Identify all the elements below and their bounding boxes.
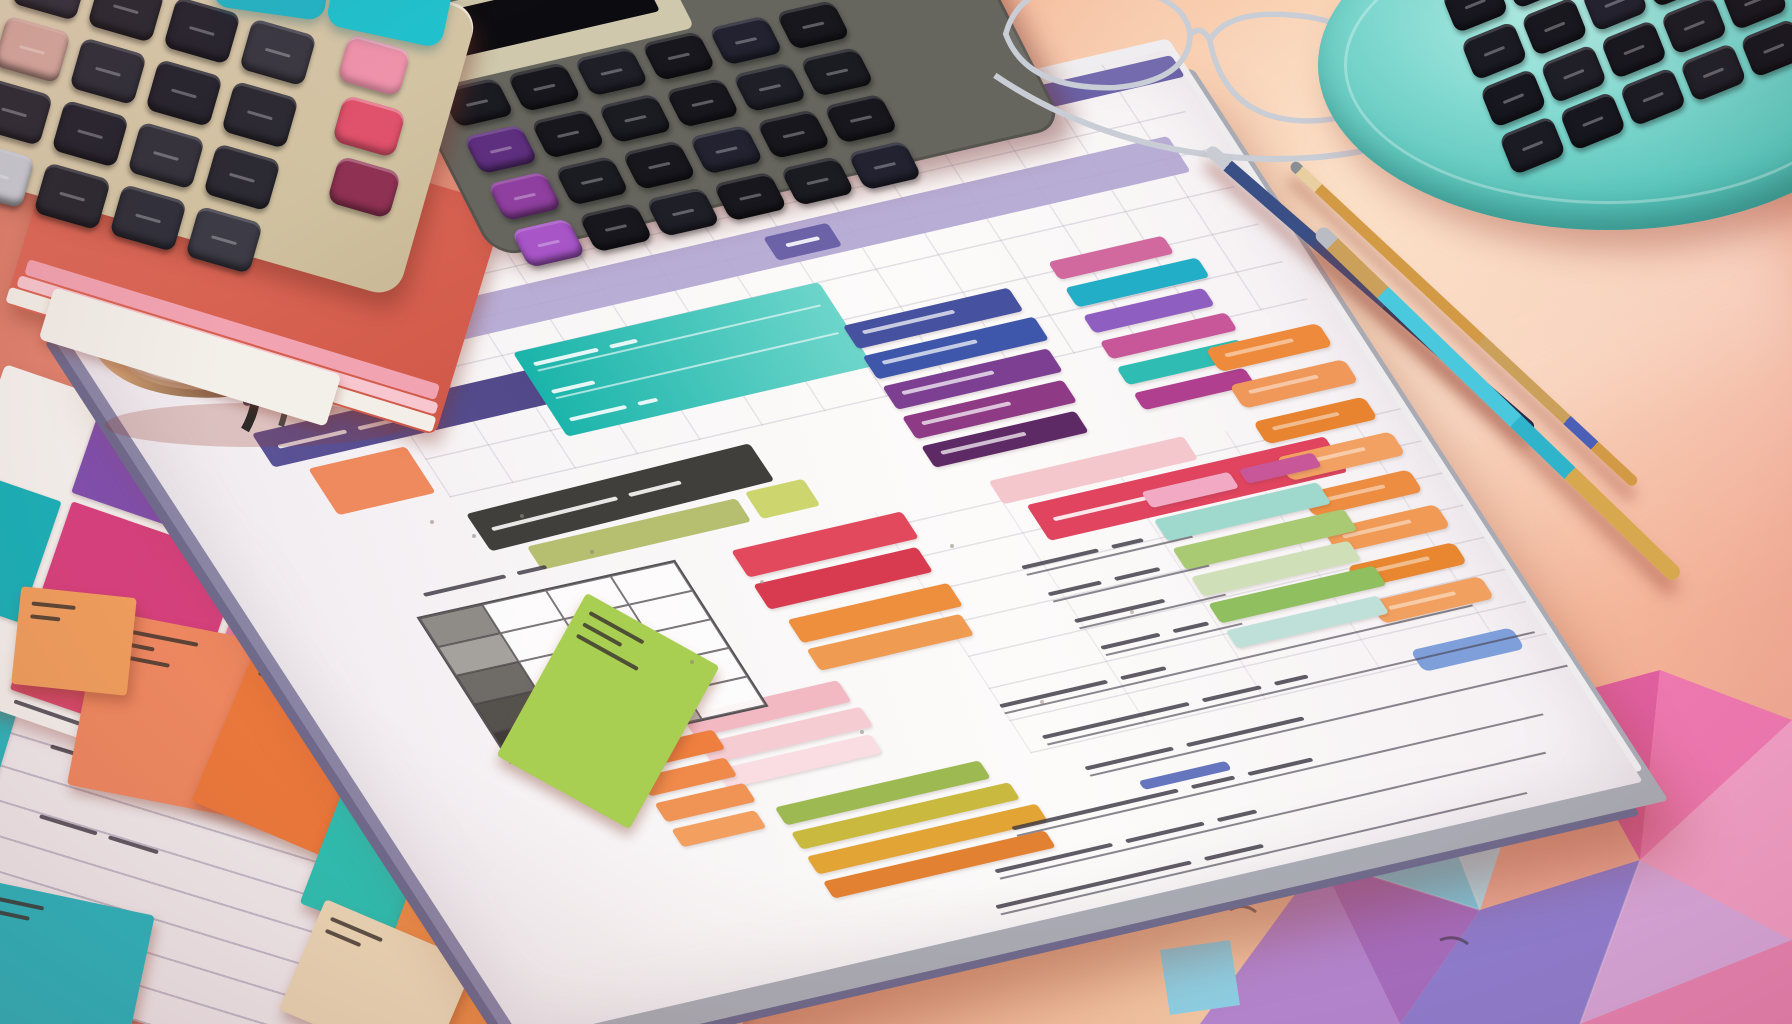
handwriting-mark: [30, 614, 61, 622]
calculator-key: [0, 140, 36, 209]
calculator-key: [1539, 43, 1608, 104]
calculator-key: [109, 183, 188, 253]
calculator-key: [755, 109, 832, 159]
calculator-key: [185, 205, 264, 274]
poly-facet: [1200, 860, 1400, 1024]
handwriting-mark: [490, 496, 619, 532]
handwriting-mark: [568, 404, 628, 422]
calculator-key: [87, 0, 165, 43]
poly-facet: [1640, 720, 1792, 940]
calculator-key: [732, 62, 808, 113]
handwriting-mark: [627, 480, 683, 497]
calculator-key: [664, 77, 741, 128]
handwriting-mark: [0, 895, 45, 911]
low-poly-paper: [1160, 670, 1792, 1024]
calculator-key: [688, 124, 764, 175]
calculator-key: [597, 93, 673, 144]
calculator-key: [33, 162, 112, 231]
handwriting-mark: [550, 380, 596, 394]
poly-facet: [1160, 940, 1240, 1015]
handwriting-mark: [784, 236, 821, 248]
handwriting-mark: [39, 814, 98, 836]
paper-specks: [430, 520, 434, 524]
calculator-key: [1679, 42, 1748, 103]
handwriting-mark: [608, 339, 639, 349]
calculator-key: [554, 155, 630, 206]
handwriting-mark: [1247, 757, 1314, 776]
calculator-key: [779, 156, 855, 206]
handwriting-mark: [422, 574, 507, 597]
handwriting-mark: [1084, 746, 1175, 771]
calculator-key: [69, 37, 148, 106]
calculator-key: [51, 99, 130, 168]
calculator-key: [203, 143, 281, 212]
calculator-key: [578, 202, 654, 253]
poly-facet: [1640, 670, 1792, 860]
handwriting-mark: [1216, 809, 1258, 823]
handwriting-mark: [532, 348, 600, 367]
calculator-key: [645, 187, 721, 237]
handwriting-mark: [636, 397, 659, 406]
handwriting-mark: [0, 908, 30, 921]
color-bar: [1252, 396, 1379, 445]
orange-cell: [308, 446, 436, 516]
teal-plate: [1318, 0, 1792, 230]
calculator-key: [530, 108, 606, 159]
bridge: [1188, 27, 1213, 42]
calculator-key: [712, 171, 788, 222]
calculator-key: [127, 121, 206, 190]
handwriting-mark: [516, 564, 548, 576]
calculator-key: [510, 218, 587, 268]
lens-left: [1002, 0, 1193, 91]
calculator-key: [1558, 91, 1627, 152]
handwriting-line: [39, 814, 159, 855]
calculator-key: [621, 140, 697, 191]
handwriting-mark: [31, 601, 76, 610]
handwriting-mark: [1124, 821, 1206, 844]
calculator-key: [11, 0, 89, 22]
handwriting-mark: [1203, 843, 1265, 861]
calculator-key: [145, 58, 223, 128]
sticky-note: [11, 586, 137, 696]
calculator-key: [221, 80, 299, 149]
calculator-key: [1739, 18, 1792, 79]
calculator-key: [1600, 19, 1668, 80]
handwriting-mark: [107, 835, 159, 855]
poly-facet: [1580, 940, 1792, 1024]
ring-shadow: [105, 403, 405, 447]
poly-facet: [1400, 860, 1640, 1024]
calculator-key: [0, 77, 54, 147]
calculator-key: [1619, 66, 1687, 127]
handwriting-mark: [329, 916, 384, 943]
poly-facet: [1320, 860, 1480, 1024]
calculator-key: [0, 15, 72, 84]
poly-facet: [1580, 860, 1792, 1024]
handwriting-mark: [1185, 716, 1305, 748]
